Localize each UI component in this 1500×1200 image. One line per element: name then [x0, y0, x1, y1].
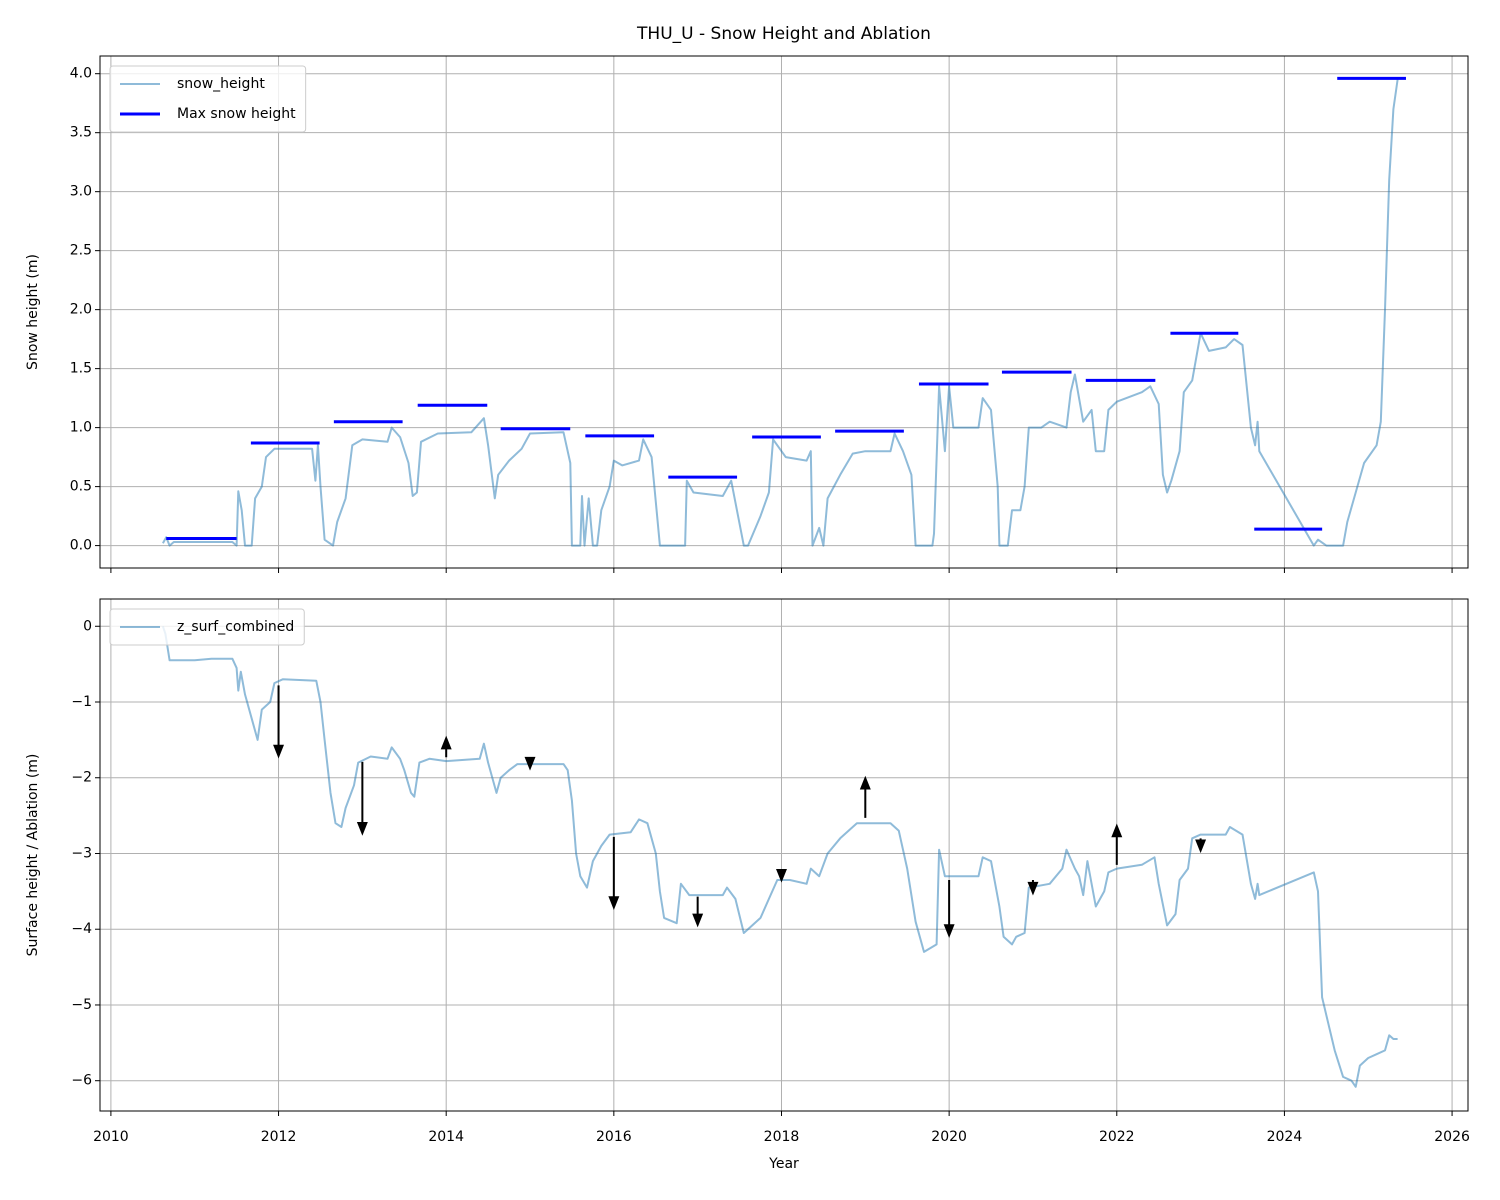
y-tick-label: −5	[71, 997, 92, 1013]
data-line	[161, 625, 1398, 1088]
y-axis-label: Surface height / Ablation (m)	[25, 754, 41, 957]
y-tick-label: −1	[71, 694, 92, 710]
y-tick-label: −6	[71, 1073, 92, 1089]
legend-label: z_surf_combined	[177, 619, 294, 635]
y-tick-label: −4	[71, 921, 92, 937]
y-tick-label: −2	[71, 770, 92, 786]
x-tick-label: 2020	[931, 1129, 967, 1145]
ablation-arrow	[692, 896, 704, 928]
x-tick-label: 2026	[1434, 1129, 1470, 1145]
y-tick-label: 1.5	[70, 361, 92, 377]
y-tick-label: 4.0	[70, 66, 92, 82]
y-tick-label: 3.5	[70, 125, 92, 141]
axes-frame	[99, 598, 1469, 1112]
legend-label: snow_height	[177, 76, 265, 92]
y-tick-label: 3.0	[70, 184, 92, 200]
y-tick-label: 0.5	[70, 479, 92, 495]
ablation-arrow	[440, 735, 452, 758]
x-tick-label: 2010	[93, 1129, 129, 1145]
y-tick-label: 0.0	[70, 538, 92, 554]
x-tick-label: 2014	[428, 1129, 464, 1145]
x-tick-label: 2012	[261, 1129, 297, 1145]
y-tick-label: 1.0	[70, 420, 92, 436]
ablation-arrow	[524, 756, 536, 771]
ablation-arrow	[356, 761, 368, 836]
ablation-arrow	[943, 879, 955, 938]
y-tick-label: 2.5	[70, 243, 92, 259]
data-line	[162, 79, 1399, 547]
ablation-arrow	[1111, 823, 1123, 865]
ablation-arrow	[608, 836, 620, 910]
y-tick-label: 2.0	[70, 302, 92, 318]
ablation-arrow	[859, 775, 871, 818]
ablation-arrow	[273, 685, 285, 759]
y-tick-label: 0	[83, 618, 92, 634]
y-axis-label: Snow height (m)	[25, 254, 41, 370]
x-tick-label: 2018	[764, 1129, 800, 1145]
x-tick-label: 2016	[596, 1129, 632, 1145]
axes-frame	[99, 55, 1469, 569]
ablation-arrow	[1027, 879, 1039, 896]
ablation-arrow	[1195, 838, 1207, 854]
ablation-arrow	[776, 868, 787, 883]
legend-box	[109, 608, 305, 646]
legend-label: Max snow height	[177, 106, 296, 122]
x-tick-label: 2024	[1267, 1129, 1303, 1145]
x-axis-label: Year	[768, 1156, 799, 1172]
y-tick-label: −3	[71, 845, 92, 861]
legend: z_surf_combined	[109, 608, 305, 646]
legend: snow_height Max snow height	[109, 65, 307, 133]
chart-title: THU_U - Snow Height and Ablation	[636, 24, 931, 44]
x-tick-label: 2022	[1099, 1129, 1135, 1145]
